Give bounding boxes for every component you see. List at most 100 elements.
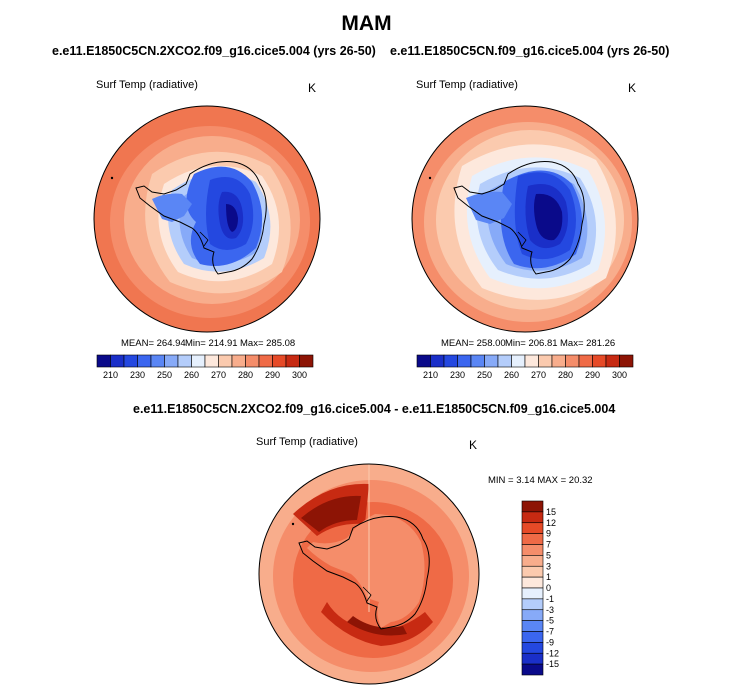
panel2-colorbar: 210 230 250 260 270 280 290 300 xyxy=(416,354,634,380)
panel2-case-title: e.e11.E1850C5CN.f09_g16.cice5.004 (yrs 2… xyxy=(390,44,670,58)
panel1-colorbar-label: 260 xyxy=(184,370,199,380)
panel1-colorbar-swatch xyxy=(110,354,125,368)
panel1-min-stat: Min= 214.91 xyxy=(185,338,238,349)
panel1-colorbar-swatch xyxy=(177,354,192,368)
panel2-colorbar-swatch xyxy=(430,354,445,368)
diff-colorbar-label: -7 xyxy=(546,627,554,637)
panel2-colorbar-label: 210 xyxy=(423,370,438,380)
panel2-colorbar-swatch xyxy=(470,354,485,368)
panel1-colorbar-label: 210 xyxy=(103,370,118,380)
panel2-colorbar-label: 300 xyxy=(612,370,627,380)
panel1-colorbar-swatch xyxy=(245,354,260,368)
panel1-colorbar-label: 270 xyxy=(211,370,226,380)
panel2-colorbar-label: 260 xyxy=(504,370,519,380)
panel2-variable-label: Surf Temp (radiative) xyxy=(416,79,518,91)
panel1-colorbar-swatch xyxy=(96,354,111,368)
panel2-colorbar-label: 230 xyxy=(450,370,465,380)
diff-colorbar-label: 3 xyxy=(546,561,551,571)
panel2-colorbar-label: 250 xyxy=(477,370,492,380)
diff-colorbar-label: -9 xyxy=(546,637,554,647)
panel1-colorbar: 210 230 250 260 270 280 290 300 xyxy=(96,354,314,380)
diff-colorbar-label: -15 xyxy=(546,659,559,669)
panel2-colorbar-label: 290 xyxy=(585,370,600,380)
diff-title: e.e11.E1850C5CN.2XCO2.f09_g16.cice5.004 … xyxy=(133,402,616,416)
panel1-case-title: e.e11.E1850C5CN.2XCO2.f09_g16.cice5.004 … xyxy=(52,44,376,58)
panel1-colorbar-swatch xyxy=(285,354,300,368)
panel1-colorbar-swatch xyxy=(123,354,138,368)
diff-colorbar-swatch xyxy=(521,555,544,567)
diff-colorbar-swatch xyxy=(521,500,544,513)
panel2-colorbar-swatch xyxy=(511,354,526,368)
panel2-units-label: K xyxy=(628,81,637,95)
diff-colorbar-label: 0 xyxy=(546,583,551,593)
diff-units-label: K xyxy=(469,438,478,452)
panel2-colorbar-swatch xyxy=(551,354,566,368)
panel1-colorbar-swatch xyxy=(204,354,219,368)
diff-colorbar-swatch xyxy=(521,511,544,524)
panel1-colorbar-swatch xyxy=(137,354,152,368)
panel2-colorbar-swatch xyxy=(565,354,580,368)
panel1-colorbar-swatch xyxy=(258,354,273,368)
figure-title: MAM xyxy=(341,12,392,35)
diff-colorbar-label: 1 xyxy=(546,572,551,582)
panel1-units-label: K xyxy=(308,81,317,95)
panel1-colorbar-label: 280 xyxy=(238,370,253,380)
panel1-polar-map xyxy=(93,105,321,333)
diff-colorbar-label: 15 xyxy=(546,507,556,517)
panel2-colorbar-swatch xyxy=(524,354,539,368)
diff-colorbar-label: -12 xyxy=(546,648,559,658)
diff-colorbar-swatch xyxy=(521,598,544,611)
diff-polar-map xyxy=(258,463,480,685)
diff-colorbar-swatch xyxy=(521,587,544,600)
panel1-colorbar-swatch xyxy=(150,354,165,368)
diff-colorbar-swatch xyxy=(521,609,544,621)
diff-variable-label: Surf Temp (radiative) xyxy=(256,436,358,448)
panel2-colorbar-swatch xyxy=(578,354,593,368)
panel2-colorbar-swatch xyxy=(619,354,634,368)
panel1-colorbar-swatch xyxy=(191,354,206,368)
panel1-colorbar-label: 230 xyxy=(130,370,145,380)
diff-colorbar-swatch xyxy=(521,522,544,534)
diff-colorbar-swatch xyxy=(521,652,544,665)
panel2-colorbar-swatch xyxy=(538,354,553,368)
panel1-colorbar-label: 250 xyxy=(157,370,172,380)
panel1-colorbar-swatch xyxy=(218,354,233,368)
diff-colorbar-label: -3 xyxy=(546,605,554,615)
diff-colorbar-swatch xyxy=(521,565,544,578)
panel2-colorbar-label: 280 xyxy=(558,370,573,380)
diff-colorbar-swatch xyxy=(521,620,544,632)
diff-colorbar-label: 9 xyxy=(546,529,551,539)
panel2-colorbar-label: 270 xyxy=(531,370,546,380)
panel1-max-stat: Max= 285.08 xyxy=(240,338,296,349)
panel2-mean-stat: MEAN= 258.00 xyxy=(441,338,506,349)
panel2-min-stat: Min= 206.81 xyxy=(505,338,558,349)
diff-colorbar-label: -1 xyxy=(546,594,554,604)
panel1-mean-stat: MEAN= 264.94 xyxy=(121,338,186,349)
panel2-colorbar-swatch xyxy=(416,354,431,368)
panel1-colorbar-label: 300 xyxy=(292,370,307,380)
diff-minmax-stat: MIN = 3.14 MAX = 20.32 xyxy=(488,475,593,486)
panel2-max-stat: Max= 281.26 xyxy=(560,338,616,349)
diff-colorbar-swatch xyxy=(521,544,544,556)
panel1-colorbar-swatch xyxy=(231,354,246,368)
panel2-colorbar-swatch xyxy=(457,354,472,368)
diff-colorbar-label: 12 xyxy=(546,518,556,528)
panel2-colorbar-swatch xyxy=(592,354,607,368)
panel1-colorbar-label: 290 xyxy=(265,370,280,380)
diff-colorbar-swatch xyxy=(521,642,544,654)
diff-colorbar-label: 5 xyxy=(546,550,551,560)
diff-colorbar-swatch xyxy=(521,533,544,545)
panel2-colorbar-swatch xyxy=(484,354,499,368)
panel2-polar-map xyxy=(411,105,639,333)
diff-colorbar-swatch xyxy=(521,663,544,676)
panel2-colorbar-swatch xyxy=(605,354,620,368)
panel2-colorbar-swatch xyxy=(497,354,512,368)
panel1-colorbar-swatch xyxy=(164,354,179,368)
diff-colorbar-swatch xyxy=(521,631,544,643)
diff-colorbar-label: 7 xyxy=(546,540,551,550)
diff-colorbar-swatch xyxy=(521,576,544,589)
panel1-colorbar-swatch xyxy=(299,354,314,368)
diff-colorbar-label: -5 xyxy=(546,616,554,626)
panel1-variable-label: Surf Temp (radiative) xyxy=(96,79,198,91)
